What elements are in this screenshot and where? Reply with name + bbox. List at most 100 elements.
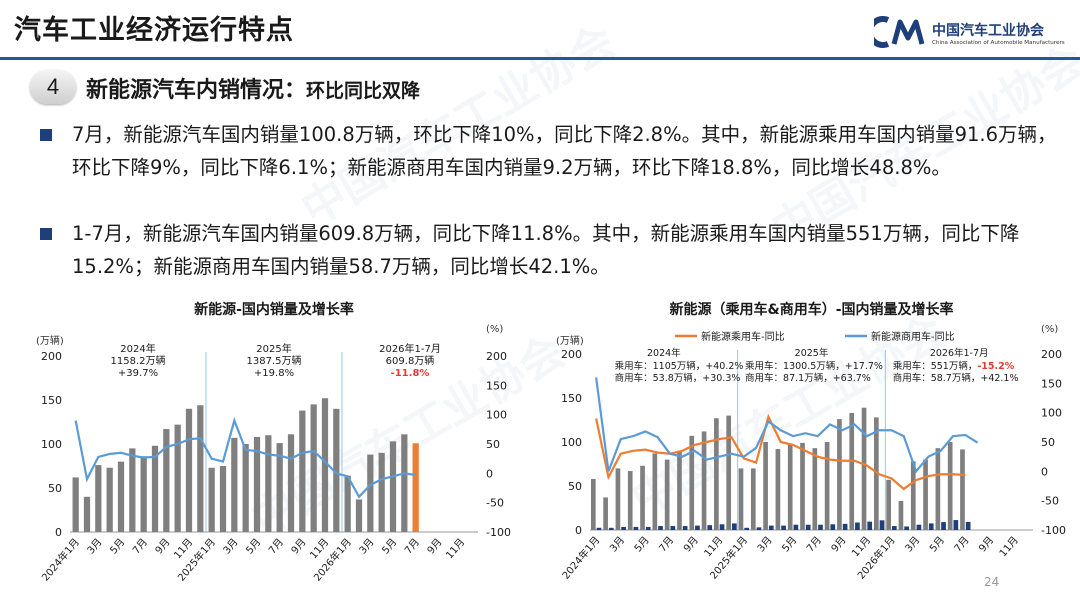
bar-commercial xyxy=(916,524,922,530)
section-number-badge: 4 xyxy=(30,70,76,104)
bar xyxy=(401,434,408,532)
y-tick-label: 100 xyxy=(561,436,582,449)
bullet-text: 1-7月，新能源汽车国内销量609.8万辆，同比下降11.8%。其中，新能源乘用… xyxy=(72,222,1020,278)
y2-tick-label: -50 xyxy=(486,497,504,510)
commercial-growth-line xyxy=(595,377,979,474)
bar-commercial xyxy=(855,522,860,530)
bar-passenger xyxy=(935,448,941,530)
x-tick-label: 11月 xyxy=(443,536,467,561)
legend-label: 新能源商用车-同比 xyxy=(871,330,955,343)
bar-passenger xyxy=(861,407,867,530)
bar xyxy=(95,465,102,532)
x-tick-label: 11月 xyxy=(702,534,726,559)
y-tick-label: 200 xyxy=(41,350,62,363)
x-tick-label: 11月 xyxy=(849,534,873,559)
legend-label: 新能源乘用车-同比 xyxy=(701,330,785,343)
bar-commercial xyxy=(596,527,602,530)
y2-tick-label: 150 xyxy=(1041,377,1062,390)
y2-axis-label: (%) xyxy=(486,324,503,335)
bullet-square-icon xyxy=(40,228,52,240)
bar-commercial xyxy=(818,524,823,530)
x-tick-label: 9月 xyxy=(681,534,701,554)
header-divider xyxy=(0,57,1080,60)
bar-commercial xyxy=(842,523,848,530)
bar-passenger xyxy=(800,442,805,530)
bar xyxy=(299,410,306,532)
bar xyxy=(321,398,329,532)
y2-tick-label: 200 xyxy=(1041,348,1062,361)
x-tick-label: 5月 xyxy=(380,536,400,556)
bar-passenger xyxy=(824,442,830,530)
annotation-text: +39.7% xyxy=(118,368,158,379)
bar-commercial xyxy=(621,526,626,530)
bullet-item: 7月，新能源汽车国内销量100.8万辆，环比下降10%，同比下降2.8%。其中，… xyxy=(40,118,1070,217)
bar-passenger xyxy=(615,468,621,530)
y-tick-label: 0 xyxy=(575,524,582,537)
logo-mark-icon xyxy=(874,16,925,48)
bar-passenger xyxy=(590,478,596,530)
x-tick-label: 7月 xyxy=(266,536,286,556)
bar-commercial xyxy=(756,527,762,530)
y2-tick-label: -100 xyxy=(486,526,511,539)
annotation-commercial: 商用车：58.7万辆，+42.1% xyxy=(893,372,1019,384)
logo-en: China Association of Automobile Manufact… xyxy=(932,40,1065,46)
x-tick-label: 3月 xyxy=(221,536,241,556)
x-tick-label: 3月 xyxy=(85,536,105,556)
x-tick-label: 5月 xyxy=(108,536,128,556)
bar-commercial xyxy=(879,520,885,530)
bullet-square-icon xyxy=(40,129,52,141)
growth-line xyxy=(74,417,416,499)
annotation-passenger: 乘用车：551万辆，-15.2% xyxy=(893,360,1015,372)
chart-title: 新能源-国内销量及增长率 xyxy=(194,301,354,318)
bar-passenger xyxy=(701,431,707,530)
bar-passenger xyxy=(640,465,645,530)
bar-commercial xyxy=(744,527,749,530)
bar xyxy=(219,466,227,532)
bar-commercial xyxy=(953,520,959,530)
logo: 中国汽车工业协会 China Association of Automobile… xyxy=(874,14,1074,54)
bar-passenger xyxy=(750,468,756,530)
bar-commercial xyxy=(941,522,946,530)
y2-tick-label: 50 xyxy=(486,438,500,451)
bar-highlight xyxy=(412,443,419,532)
y-tick-label: 100 xyxy=(41,438,62,451)
x-tick-label: 11月 xyxy=(997,534,1021,559)
y2-tick-label: -50 xyxy=(1041,495,1059,508)
bar-commercial xyxy=(768,525,774,530)
bar-passenger xyxy=(874,417,879,530)
bar xyxy=(265,435,272,532)
bar-passenger xyxy=(714,418,719,530)
x-tick-label: 9月 xyxy=(977,534,997,554)
bar-commercial xyxy=(805,524,811,530)
y2-tick-label: 0 xyxy=(1041,465,1048,478)
bar xyxy=(151,445,159,532)
chart-ev-passenger-commercial: 新能源（乘用车&商用车）-国内销量及增长率 (万辆) (%) 0 50 100 150 200… xyxy=(556,301,1066,582)
bar-commercial xyxy=(719,524,725,530)
bar xyxy=(389,441,397,532)
annotation-passenger: 乘用车：1105万辆，+40.2% xyxy=(615,360,744,372)
bar-passenger xyxy=(775,449,781,530)
bar xyxy=(106,467,113,532)
y2-tick-label: 0 xyxy=(486,467,493,480)
bar-commercial xyxy=(645,526,651,530)
y2-axis-label: (%) xyxy=(1041,324,1058,335)
bar-commercial xyxy=(928,523,934,530)
x-tick-label: 2024年1月 xyxy=(559,534,602,582)
chart-ev-domestic-sales: 新能源-国内销量及增长率 (万辆) (%) 0 50 100 150 200 -100 -50 0 5… xyxy=(36,301,511,584)
annotation-text: +19.8% xyxy=(254,368,294,379)
bar-commercial xyxy=(682,526,688,530)
x-tick-label: 5月 xyxy=(780,534,800,554)
x-tick-label: 7月 xyxy=(657,534,677,554)
x-tick-label: 9月 xyxy=(829,534,849,554)
bar xyxy=(231,437,238,532)
bar-commercial xyxy=(904,526,909,530)
bar-passenger xyxy=(603,497,608,530)
bar-passenger xyxy=(763,442,768,530)
bar-commercial xyxy=(793,524,799,530)
x-tick-label: 9月 xyxy=(425,536,445,556)
x-tick-label: 5月 xyxy=(927,534,947,554)
annotation-year: 2024年 xyxy=(647,347,681,359)
y-tick-label: 50 xyxy=(48,482,62,495)
y2-tick-label: 100 xyxy=(1041,407,1062,420)
bar-passenger xyxy=(652,453,658,530)
